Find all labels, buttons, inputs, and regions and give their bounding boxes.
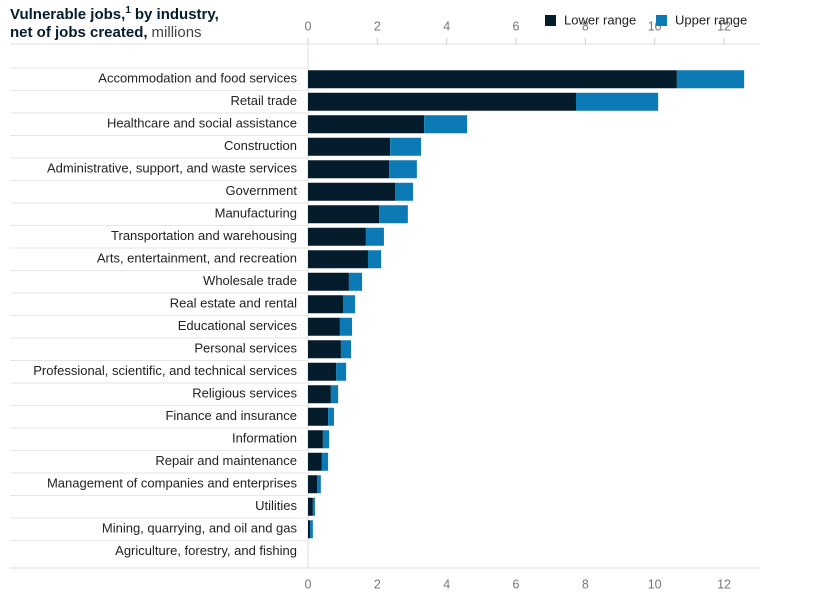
title-rest: by industry, — [135, 6, 219, 23]
y-tick-label: Construction — [224, 138, 297, 153]
bar-segment — [308, 407, 329, 426]
bar-segment — [330, 385, 339, 404]
bar-segment — [424, 115, 468, 134]
title-note: 1 — [125, 5, 131, 16]
bar-segment — [308, 137, 391, 156]
y-tick-label: Professional, scientific, and technical … — [33, 363, 297, 378]
bar-segment — [365, 227, 384, 246]
bar-segment — [676, 70, 745, 89]
bar-segment — [308, 497, 313, 516]
y-tick-label: Accommodation and food services — [98, 71, 297, 86]
y-tick-label: Management of companies and enterprises — [47, 476, 298, 491]
y-tick-label: Agriculture, forestry, and fishing — [115, 543, 297, 558]
bar-segment — [308, 227, 366, 246]
bar-segment — [308, 475, 318, 494]
legend-label: Upper range — [675, 12, 747, 27]
y-tick-label: Repair and maintenance — [155, 453, 297, 468]
bar-segment — [308, 205, 380, 224]
bar-segment — [379, 205, 408, 224]
bar-segment — [367, 250, 382, 269]
x-tick-label: 6 — [513, 19, 520, 33]
bar-segment — [317, 475, 321, 494]
bar-segment — [308, 250, 368, 269]
x-tick-label: 2 — [374, 19, 381, 33]
bar-segment — [339, 317, 353, 336]
bar-segment — [312, 497, 315, 516]
y-tick-label: Government — [225, 183, 297, 198]
bar-segment — [308, 340, 341, 359]
y-tick-label: Personal services — [194, 341, 297, 356]
x-tick-label-bottom: 8 — [582, 577, 589, 591]
x-tick-label-bottom: 0 — [305, 577, 312, 591]
x-tick-label: 12 — [717, 19, 731, 33]
y-tick-label: Retail trade — [231, 93, 297, 108]
bar-segment — [308, 160, 390, 179]
x-tick-label: 4 — [443, 19, 450, 33]
bar-segment — [389, 160, 417, 179]
bar-segment — [308, 272, 349, 291]
bar-segment — [308, 520, 311, 539]
bar-segment — [328, 407, 335, 426]
bar-segment — [340, 340, 351, 359]
x-tick-label-bottom: 12 — [717, 577, 731, 591]
bar-segment — [308, 385, 331, 404]
y-tick-label: Transportation and warehousing — [111, 228, 297, 243]
bar-segment — [308, 70, 677, 89]
y-tick-label: Real estate and rental — [170, 296, 297, 311]
y-tick-label: Utilities — [255, 498, 297, 513]
x-tick-label: 0 — [305, 19, 312, 33]
bar-segment — [308, 295, 344, 314]
y-tick-label: Educational services — [178, 318, 298, 333]
bar-segment — [308, 317, 340, 336]
y-tick-label: Finance and insurance — [165, 408, 297, 423]
bar-segment — [395, 182, 414, 201]
y-tick-label: Mining, quarrying, and oil and gas — [102, 521, 298, 536]
x-tick-label-bottom: 4 — [443, 577, 450, 591]
legend-label: Lower range — [564, 12, 636, 27]
y-tick-label: Administrative, support, and waste servi… — [47, 161, 297, 176]
x-tick-label-bottom: 10 — [648, 577, 662, 591]
bar-segment — [308, 362, 337, 381]
bar-segment — [390, 137, 422, 156]
y-tick-label: Arts, entertainment, and recreation — [97, 251, 297, 266]
y-tick-label: Manufacturing — [215, 206, 297, 221]
y-tick-label: Healthcare and social assistance — [107, 116, 297, 131]
subtitle-bold: net of jobs created, — [10, 24, 148, 41]
x-tick-label: 8 — [582, 19, 589, 33]
subtitle-unit: millions — [152, 24, 202, 41]
y-tick-label: Wholesale trade — [203, 273, 297, 288]
x-tick-label-bottom: 2 — [374, 577, 381, 591]
bar-segment — [308, 92, 576, 111]
bar-segment — [310, 520, 313, 539]
chart-title: Vulnerable jobs,1 by industry, — [10, 5, 219, 23]
bar-segment — [336, 362, 347, 381]
chart-subtitle: net of jobs created, millions — [10, 24, 202, 41]
bar-segment — [348, 272, 363, 291]
x-tick-label-bottom: 6 — [513, 577, 520, 591]
bar-segment — [321, 452, 329, 471]
bar-segment — [343, 295, 356, 314]
bar-segment — [308, 182, 396, 201]
bar-segment — [322, 430, 330, 449]
bar-segment — [308, 452, 322, 471]
y-tick-label: Information — [232, 431, 297, 446]
bar-segment — [575, 92, 659, 111]
title-text: Vulnerable jobs, — [10, 6, 125, 23]
legend-swatch — [656, 15, 667, 26]
legend-swatch — [545, 15, 556, 26]
y-tick-label: Religious services — [192, 386, 297, 401]
bar-segment — [308, 115, 425, 134]
bar-segment — [308, 430, 323, 449]
